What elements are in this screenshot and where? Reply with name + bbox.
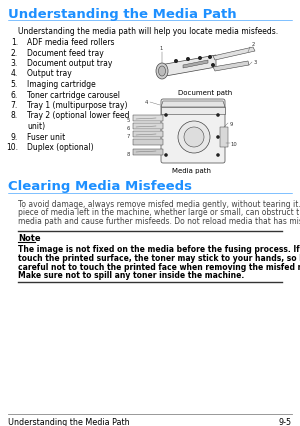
Text: Understanding the Media Path: Understanding the Media Path	[8, 8, 237, 21]
Text: Media path: Media path	[172, 167, 211, 173]
Polygon shape	[220, 128, 228, 148]
Text: Clearing Media Misfeeds: Clearing Media Misfeeds	[8, 180, 192, 193]
Circle shape	[164, 154, 168, 158]
Text: Fuser unit: Fuser unit	[27, 132, 65, 141]
Text: Document feed tray: Document feed tray	[27, 49, 104, 58]
Text: 7: 7	[126, 134, 130, 139]
Circle shape	[216, 136, 220, 139]
Text: media path and cause further misfeeds. Do not reload media that has misfed.: media path and cause further misfeeds. D…	[18, 216, 300, 225]
Text: 4: 4	[144, 100, 148, 105]
Text: Duplex (optional): Duplex (optional)	[27, 143, 94, 152]
Text: piece of media left in the machine, whether large or small, can obstruct the: piece of media left in the machine, whet…	[18, 208, 300, 217]
Text: careful not to touch the printed face when removing the misfed media.: careful not to touch the printed face wh…	[18, 262, 300, 271]
Ellipse shape	[158, 67, 166, 77]
Text: Make sure not to spill any toner inside the machine.: Make sure not to spill any toner inside …	[18, 271, 244, 279]
Text: Understanding the Media Path: Understanding the Media Path	[8, 417, 130, 426]
Polygon shape	[133, 132, 163, 138]
Text: Understanding the media path will help you locate media misfeeds.: Understanding the media path will help y…	[18, 27, 278, 36]
Polygon shape	[161, 102, 225, 108]
Text: 3: 3	[254, 60, 256, 65]
Text: 2: 2	[251, 42, 255, 47]
Text: 10: 10	[231, 142, 237, 147]
Text: 10.: 10.	[6, 143, 18, 152]
Circle shape	[198, 57, 202, 61]
Polygon shape	[160, 56, 216, 78]
Text: The image is not fixed on the media before the fusing process. If you: The image is not fixed on the media befo…	[18, 245, 300, 254]
Text: To avoid damage, always remove misfed media gently, without tearing it. Any: To avoid damage, always remove misfed me…	[18, 199, 300, 208]
Text: 4.: 4.	[11, 69, 18, 78]
Polygon shape	[133, 124, 163, 130]
Text: 6.: 6.	[11, 90, 18, 99]
Text: Document output tray: Document output tray	[27, 59, 113, 68]
Polygon shape	[133, 116, 163, 122]
Text: 5: 5	[126, 118, 130, 123]
Text: 3.: 3.	[11, 59, 18, 68]
Text: 9: 9	[229, 122, 233, 127]
Polygon shape	[183, 61, 208, 69]
Polygon shape	[133, 140, 163, 146]
FancyBboxPatch shape	[161, 100, 225, 164]
Text: 9-5: 9-5	[279, 417, 292, 426]
Text: Tray 1 (multipurpose tray): Tray 1 (multipurpose tray)	[27, 101, 127, 110]
Text: unit): unit)	[27, 122, 45, 131]
Circle shape	[208, 56, 212, 60]
Text: 1.: 1.	[11, 38, 18, 47]
Polygon shape	[213, 62, 249, 72]
Ellipse shape	[156, 64, 168, 80]
Text: 7.: 7.	[11, 101, 18, 110]
Text: 9.: 9.	[11, 132, 18, 141]
Circle shape	[186, 58, 190, 62]
Polygon shape	[213, 48, 255, 61]
Text: 8.: 8.	[11, 111, 18, 120]
Circle shape	[184, 128, 204, 148]
Text: Document path: Document path	[178, 90, 232, 96]
Circle shape	[216, 114, 220, 118]
Polygon shape	[133, 150, 163, 155]
Circle shape	[178, 122, 210, 154]
Text: Imaging cartridge: Imaging cartridge	[27, 80, 96, 89]
Polygon shape	[161, 108, 225, 115]
Text: Tray 2 (optional lower feed: Tray 2 (optional lower feed	[27, 111, 130, 120]
Text: Output tray: Output tray	[27, 69, 72, 78]
Text: 6: 6	[126, 126, 130, 131]
Text: 8: 8	[126, 152, 130, 157]
Circle shape	[164, 114, 168, 118]
Circle shape	[216, 154, 220, 158]
Text: 2.: 2.	[11, 49, 18, 58]
Circle shape	[211, 64, 215, 68]
Text: 1: 1	[159, 46, 163, 51]
Circle shape	[174, 60, 178, 64]
Text: 5.: 5.	[11, 80, 18, 89]
Text: ADF media feed rollers: ADF media feed rollers	[27, 38, 115, 47]
Text: Note: Note	[18, 234, 40, 243]
Text: Toner cartridge carousel: Toner cartridge carousel	[27, 90, 120, 99]
Text: touch the printed surface, the toner may stick to your hands, so be: touch the printed surface, the toner may…	[18, 253, 300, 262]
